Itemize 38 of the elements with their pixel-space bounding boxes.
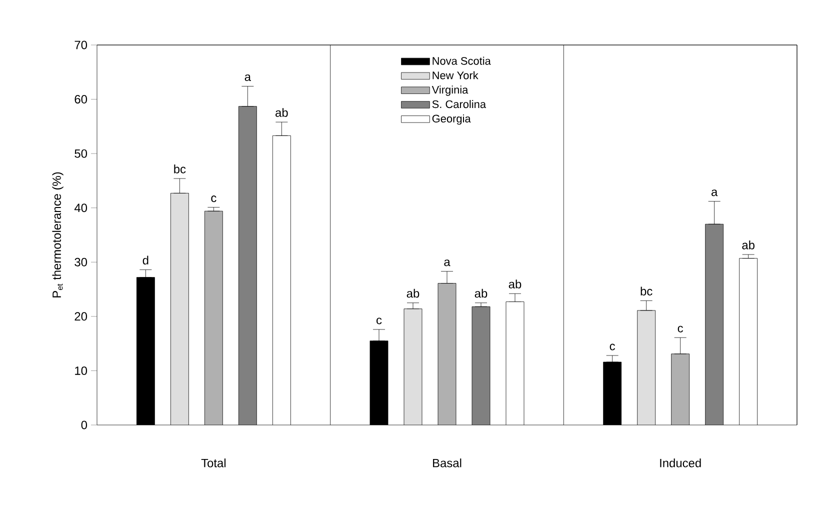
y-tick-label: 40 <box>74 204 88 212</box>
annotation: c <box>678 326 684 332</box>
y-tick-label: 10 <box>75 366 88 375</box>
annotation: d <box>142 256 148 265</box>
annotation: a <box>244 74 251 82</box>
annotation: bc <box>640 286 652 296</box>
annotation: ab <box>276 108 288 117</box>
y-tick-label: 70 <box>74 40 88 50</box>
bar <box>204 210 223 425</box>
legend-label: Georgia <box>432 114 471 125</box>
legend-label: Nova Scotia <box>432 56 491 65</box>
bar <box>637 310 656 425</box>
x-tick-label: Induced <box>660 458 701 468</box>
annotation: ab <box>406 288 420 298</box>
annotation: ab <box>474 288 488 298</box>
x-tick-label: Total <box>201 458 226 468</box>
bar <box>438 283 456 425</box>
annotation: ab <box>742 240 754 250</box>
bar <box>671 354 690 425</box>
y-tick-label: 20 <box>74 312 88 321</box>
annotation: ab <box>508 280 522 288</box>
annotation: a <box>444 260 450 266</box>
y-tick-label: 50 <box>74 149 88 158</box>
annotation: c <box>376 318 382 324</box>
annotation: c <box>610 344 616 350</box>
y-tick-label: 0 <box>81 420 88 430</box>
y-tick-label: 60 <box>74 95 88 104</box>
annotation: a <box>712 190 718 196</box>
y-tick-label: 30 <box>74 258 88 266</box>
bar <box>170 192 189 425</box>
legend-label: Virginia <box>432 86 468 96</box>
legend-label: S. Carolina <box>432 100 486 108</box>
x-tick-label: Basal <box>433 458 462 468</box>
bar <box>404 308 422 425</box>
y-axis-title: P$_{et}$ thermotolerance (%) <box>52 172 64 298</box>
legend-label: New York <box>432 71 478 80</box>
annotation: bc <box>174 164 186 174</box>
annotation: c <box>211 196 216 202</box>
